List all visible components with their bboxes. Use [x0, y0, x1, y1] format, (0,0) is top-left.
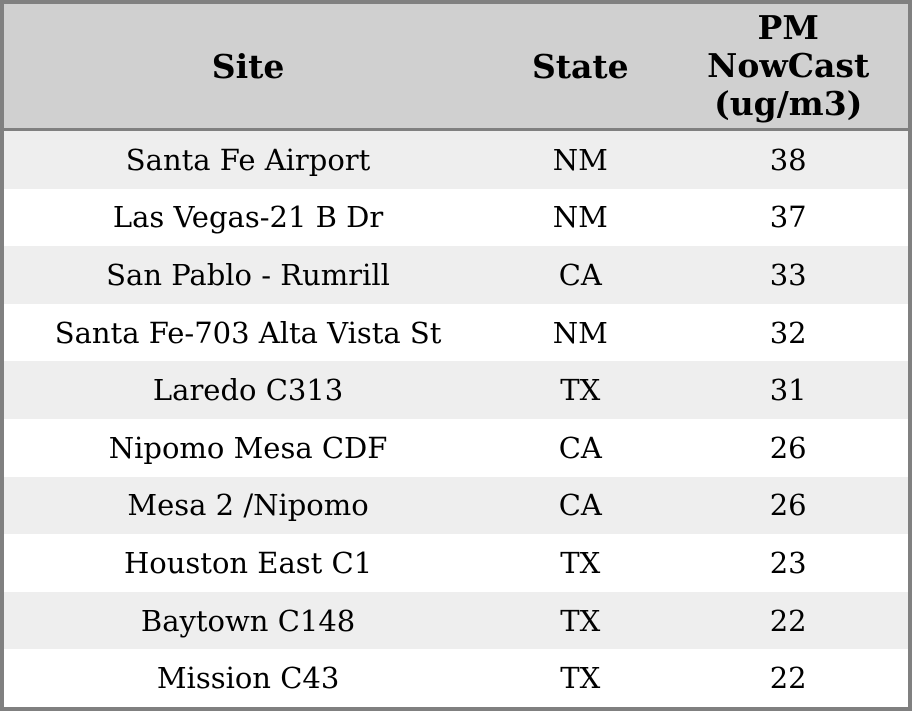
table-row: Baytown C148 TX 22	[4, 591, 908, 650]
table-row: Mission C43 TX 22	[4, 649, 908, 707]
column-header-site: Site	[211, 46, 285, 86]
state-cell: CA	[558, 488, 602, 523]
table-row: Nipomo Mesa CDF CA 26	[4, 418, 908, 477]
state-cell: TX	[560, 545, 601, 580]
state-cell: NM	[552, 200, 608, 235]
pm-nowcast-cell: 32	[769, 315, 807, 350]
site-cell: San Pablo - Rumrill	[106, 257, 390, 292]
site-cell: Baytown C148	[140, 603, 356, 638]
state-cell: CA	[558, 430, 602, 465]
site-cell: Houston East C1	[123, 545, 373, 580]
table-row: Santa Fe Airport NM 38	[4, 131, 908, 189]
state-cell: TX	[560, 373, 601, 408]
table-header-row: Site State PM NowCast (ug/m3)	[4, 4, 908, 131]
state-cell: TX	[560, 603, 601, 638]
site-cell: Las Vegas-21 B Dr	[112, 200, 384, 235]
pm-nowcast-cell: 23	[769, 545, 807, 580]
pm-nowcast-cell: 37	[769, 200, 807, 235]
state-cell: NM	[552, 142, 608, 177]
table-row: San Pablo - Rumrill CA 33	[4, 246, 908, 304]
site-cell: Laredo C313	[152, 373, 344, 408]
site-cell: Nipomo Mesa CDF	[108, 430, 388, 465]
table-row: Las Vegas-21 B Dr NM 37	[4, 188, 908, 247]
pm-nowcast-cell: 33	[769, 257, 807, 292]
table-row: Houston East C1 TX 23	[4, 534, 908, 592]
pm-nowcast-cell: 26	[769, 430, 807, 465]
pm-nowcast-cell: 38	[769, 142, 807, 177]
column-header-state: State	[531, 46, 629, 86]
pm-nowcast-cell: 31	[769, 373, 807, 408]
state-cell: CA	[558, 257, 602, 292]
column-header-pm-nowcast: PM NowCast (ug/m3)	[707, 8, 870, 123]
table-row: Santa Fe-703 Alta Vista St NM 32	[4, 303, 908, 362]
site-cell: Santa Fe-703 Alta Vista St	[54, 315, 442, 350]
site-cell: Santa Fe Airport	[125, 142, 371, 177]
table-row: Laredo C313 TX 31	[4, 361, 908, 419]
table-body: Santa Fe Airport NM 38 Las Vegas-21 B Dr…	[4, 131, 908, 707]
state-cell: NM	[552, 315, 608, 350]
pm-nowcast-cell: 22	[769, 603, 807, 638]
site-cell: Mesa 2 /Nipomo	[127, 488, 369, 523]
state-cell: TX	[560, 661, 601, 696]
table-row: Mesa 2 /Nipomo CA 26	[4, 476, 908, 535]
pm-nowcast-cell: 22	[769, 661, 807, 696]
pm-nowcast-cell: 26	[769, 488, 807, 523]
site-cell: Mission C43	[156, 661, 340, 696]
